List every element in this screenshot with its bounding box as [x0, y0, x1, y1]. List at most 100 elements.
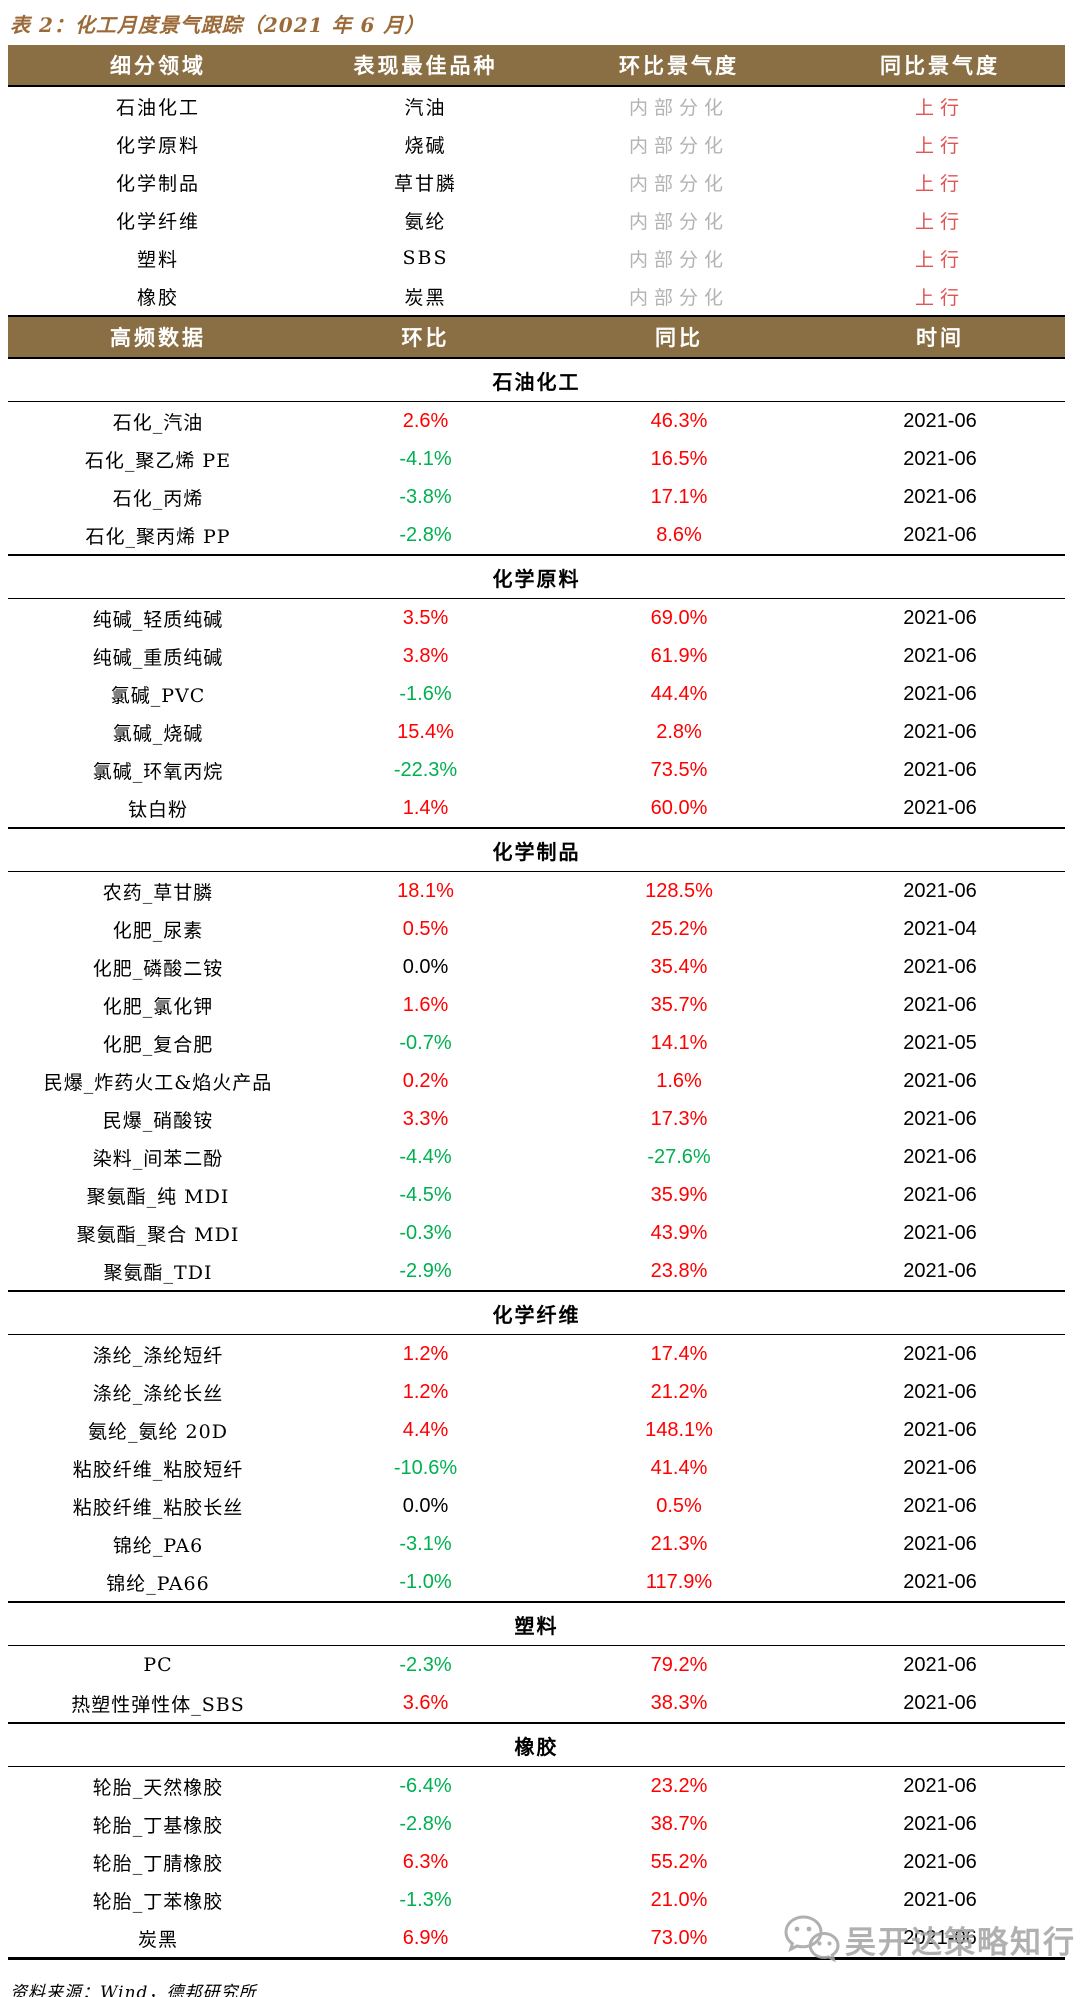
data-row: 纯碱_重质纯碱 3.8% 61.9% 2021-06: [8, 637, 1065, 675]
source-note: 资料来源：Wind，德邦研究所: [10, 1983, 257, 1997]
item-cell: 氯碱_PVC: [110, 684, 206, 707]
summary-row: 石油化工 汽油 内部分化 上行: [8, 86, 1065, 125]
item-cell: 化肥_尿素: [112, 919, 204, 942]
mom-value-cell: 6.9%: [402, 1926, 449, 1949]
mom-trend-cell: 内部分化: [628, 172, 729, 195]
wechat-icon: [784, 1915, 840, 1963]
item-cell: 锦纶_PA66: [106, 1572, 210, 1595]
segment-cell: 橡胶: [136, 286, 179, 309]
item-cell: 纯碱_轻质纯碱: [92, 608, 224, 631]
item-cell: 氨纶_氨纶 20D: [88, 1420, 228, 1443]
yoy-value-cell: 73.0%: [650, 1926, 708, 1949]
mom-value-cell: -6.4%: [399, 1774, 452, 1797]
header-segment: 细分领域: [8, 45, 308, 87]
data-row: 染料_间苯二酚 -4.4% -27.6% 2021-06: [8, 1138, 1065, 1176]
yoy-value-cell: 17.3%: [650, 1107, 708, 1130]
mom-value-cell: 15.4%: [397, 720, 454, 743]
data-row: 化肥_复合肥 -0.7% 14.1% 2021-05: [8, 1024, 1065, 1062]
item-cell: 氯碱_环氧丙烷: [92, 760, 224, 783]
mom-value-cell: -2.8%: [399, 523, 452, 546]
yoy-value-cell: 79.2%: [650, 1653, 708, 1676]
time-cell: 2021-06: [903, 1145, 977, 1168]
item-cell: 轮胎_丁腈橡胶: [92, 1852, 224, 1875]
segment-cell: 塑料: [136, 248, 179, 271]
summary-header-row: 细分领域 表现最佳品种 环比景气度 同比景气度: [8, 45, 1065, 87]
mom-value-cell: 0.0%: [402, 955, 449, 978]
mom-value-cell: -2.3%: [399, 1653, 452, 1676]
yoy-value-cell: 21.3%: [650, 1532, 708, 1555]
time-cell: 2021-06: [903, 796, 977, 819]
item-cell: 热塑性弹性体_SBS: [71, 1693, 245, 1716]
time-cell: 2021-06: [903, 1221, 977, 1244]
mom-value-cell: -10.6%: [393, 1456, 458, 1479]
time-cell: 2021-06: [903, 1691, 977, 1714]
detail-table: 高频数据 环比 同比 时间 石油化工 石化_汽油 2.6% 46.3% 2021-06 石…: [8, 315, 1065, 1960]
header-hf-data: 高频数据: [8, 315, 308, 359]
mom-value-cell: 1.6%: [402, 993, 449, 1016]
section-title: 橡胶: [8, 1722, 1065, 1767]
mom-value-cell: 6.3%: [402, 1850, 449, 1873]
best-variety-cell: 氨纶: [404, 210, 447, 233]
item-cell: 涤纶_涤纶短纤: [92, 1344, 224, 1367]
mom-value-cell: 1.2%: [402, 1342, 449, 1365]
mom-value-cell: -2.8%: [399, 1812, 452, 1835]
item-cell: 化肥_氯化钾: [102, 995, 214, 1018]
section-row: 石油化工: [8, 358, 1065, 402]
mom-value-cell: -22.3%: [393, 758, 458, 781]
yoy-value-cell: 2.8%: [656, 720, 702, 743]
item-cell: 石化_丙烯: [112, 487, 204, 510]
yoy-value-cell: 43.9%: [650, 1221, 708, 1244]
time-cell: 2021-06: [903, 879, 977, 902]
time-cell: 2021-06: [903, 1888, 977, 1911]
yoy-trend-cell: 上行: [914, 134, 965, 157]
segment-cell: 石油化工: [115, 96, 200, 119]
yoy-trend-cell: 上行: [914, 172, 965, 195]
yoy-value-cell: 128.5%: [645, 879, 713, 902]
time-cell: 2021-06: [903, 1532, 977, 1555]
yoy-value-cell: 0.5%: [656, 1494, 702, 1517]
segment-cell: 化学纤维: [115, 210, 200, 233]
time-cell: 2021-06: [903, 409, 977, 432]
mom-value-cell: 3.5%: [402, 606, 449, 629]
time-cell: 2021-06: [903, 447, 977, 470]
data-row: 氨纶_氨纶 20D 4.4% 148.1% 2021-06: [8, 1411, 1065, 1449]
time-cell: 2021-06: [903, 1850, 977, 1873]
data-row: 氯碱_烧碱 15.4% 2.8% 2021-06: [8, 713, 1065, 751]
time-cell: 2021-06: [903, 1812, 977, 1835]
section-row: 橡胶: [8, 1722, 1065, 1767]
data-row: 民爆_硝酸铵 3.3% 17.3% 2021-06: [8, 1100, 1065, 1138]
item-cell: 石化_汽油: [112, 411, 204, 434]
section-title: 化学原料: [8, 554, 1065, 599]
yoy-value-cell: 73.5%: [650, 758, 708, 781]
summary-row: 化学制品 草甘膦 内部分化 上行: [8, 163, 1065, 201]
section-row: 化学纤维: [8, 1290, 1065, 1335]
section-row: 化学原料: [8, 554, 1065, 599]
yoy-value-cell: 21.2%: [650, 1380, 708, 1403]
yoy-value-cell: 44.4%: [650, 682, 708, 705]
data-row: 聚氨酯_纯 MDI -4.5% 35.9% 2021-06: [8, 1176, 1065, 1214]
time-cell: 2021-06: [903, 1653, 977, 1676]
time-cell: 2021-06: [903, 1183, 977, 1206]
mom-value-cell: 0.2%: [402, 1069, 449, 1092]
time-cell: 2021-06: [903, 1418, 977, 1441]
mom-value-cell: -0.7%: [399, 1031, 452, 1054]
item-cell: 炭黑: [137, 1928, 178, 1951]
section-row: 化学制品: [8, 827, 1065, 872]
yoy-value-cell: 1.6%: [656, 1069, 702, 1092]
yoy-value-cell: 23.2%: [650, 1774, 708, 1797]
data-row: 锦纶_PA66 -1.0% 117.9% 2021-06: [8, 1563, 1065, 1602]
time-cell: 2021-06: [903, 644, 977, 667]
yoy-value-cell: 8.6%: [656, 523, 702, 546]
mom-value-cell: -0.3%: [399, 1221, 452, 1244]
data-row: 石化_丙烯 -3.8% 17.1% 2021-06: [8, 478, 1065, 516]
time-cell: 2021-06: [903, 1774, 977, 1797]
time-cell: 2021-06: [903, 523, 977, 546]
data-row: 炭黑 6.9% 73.0% 2021-06: [8, 1919, 1065, 1959]
summary-row: 化学纤维 氨纶 内部分化 上行: [8, 201, 1065, 239]
summary-row: 化学原料 烧碱 内部分化 上行: [8, 125, 1065, 163]
header-best-variety: 表现最佳品种: [308, 45, 543, 87]
time-cell: 2021-06: [903, 1456, 977, 1479]
mom-trend-cell: 内部分化: [628, 134, 729, 157]
mom-value-cell: -4.1%: [399, 447, 452, 470]
